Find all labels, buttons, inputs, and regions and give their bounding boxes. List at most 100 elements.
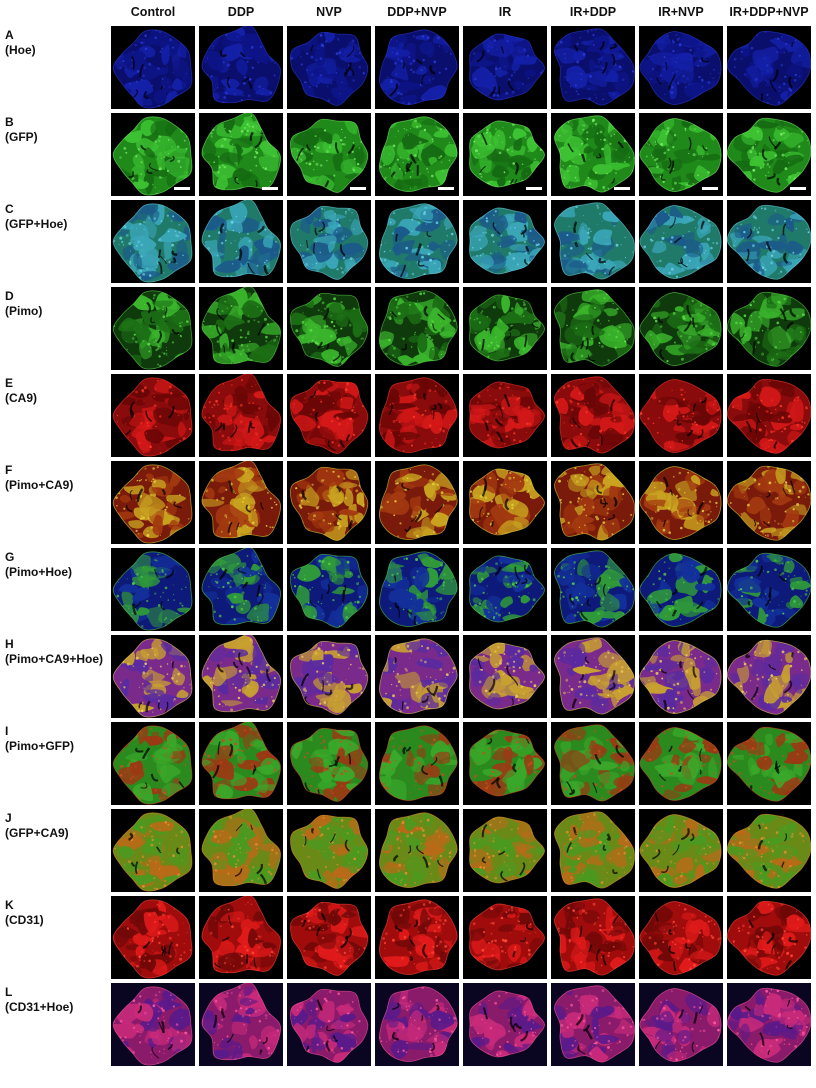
micrograph-panel (551, 809, 635, 892)
micrograph-panel (727, 200, 811, 283)
row-letter: A (5, 28, 14, 42)
micrograph-panel (639, 983, 723, 1066)
column-header: IR+NVP (658, 5, 704, 19)
row-letter: C (5, 202, 14, 216)
row-letter: J (5, 811, 12, 825)
micrograph-panel (639, 809, 723, 892)
micrograph-panel (199, 287, 283, 370)
micrograph-panel (111, 26, 195, 109)
micrograph-panel (551, 287, 635, 370)
micrograph-panel (727, 722, 811, 805)
micrograph-panel (199, 548, 283, 631)
micrograph-panel (287, 722, 371, 805)
micrograph-panel (639, 896, 723, 979)
micrograph-panel (639, 26, 723, 109)
micrograph-panel (463, 200, 547, 283)
micrograph-panel (199, 461, 283, 544)
column-header: DDP (227, 5, 255, 19)
micrograph-panel (639, 635, 723, 718)
micrograph-panel (287, 26, 371, 109)
micrograph-panel (111, 548, 195, 631)
micrograph-panel (463, 374, 547, 457)
micrograph-panel (199, 722, 283, 805)
micrograph-panel (727, 809, 811, 892)
row-label: E (CA9) (5, 376, 37, 406)
micrograph-panel (551, 374, 635, 457)
row-label: L (CD31+Hoe) (5, 985, 73, 1015)
micrograph-panel (375, 983, 459, 1066)
micrograph-panel (199, 26, 283, 109)
column-header: IR+DDP+NVP (729, 5, 809, 19)
row-label: C (GFP+Hoe) (5, 202, 67, 232)
micrograph-panel (199, 809, 283, 892)
micrograph-panel (551, 896, 635, 979)
scale-bar (702, 187, 718, 190)
micrograph-panel (463, 113, 547, 196)
micrograph-panel (375, 287, 459, 370)
micrograph-panel (375, 896, 459, 979)
row-stain: (CA9) (5, 391, 37, 405)
row-letter: B (5, 115, 14, 129)
micrograph-panel (375, 548, 459, 631)
row-stain: (Pimo+CA9) (5, 478, 74, 492)
micrograph-panel (463, 983, 547, 1066)
micrograph-panel (287, 461, 371, 544)
row-letter: I (5, 724, 9, 738)
micrograph-panel (375, 200, 459, 283)
micrograph-panel (111, 896, 195, 979)
row-label: G (Pimo+Hoe) (5, 550, 72, 580)
column-header: IR+DDP (569, 5, 617, 19)
row-stain: (Pimo+GFP) (5, 739, 75, 753)
micrograph-panel (111, 461, 195, 544)
micrograph-panel (463, 26, 547, 109)
micrograph-panel (551, 200, 635, 283)
micrograph-panel (463, 722, 547, 805)
micrograph-panel (727, 287, 811, 370)
row-label: H (Pimo+CA9+Hoe) (5, 637, 103, 667)
scale-bar (790, 187, 806, 190)
micrograph-panel (375, 722, 459, 805)
micrograph-panel (463, 809, 547, 892)
micrograph-panel (375, 113, 459, 196)
micrograph-panel (199, 896, 283, 979)
micrograph-panel (463, 548, 547, 631)
micrograph-panel (375, 26, 459, 109)
micrograph-panel (727, 26, 811, 109)
micrograph-panel (463, 635, 547, 718)
micrograph-panel (639, 200, 723, 283)
row-stain: (CD31) (5, 913, 44, 927)
micrograph-panel (375, 461, 459, 544)
row-letter: G (5, 550, 15, 564)
micrograph-panel (287, 548, 371, 631)
micrograph-panel (287, 983, 371, 1066)
micrograph-panel (727, 896, 811, 979)
micrograph-panel (199, 113, 283, 196)
micrograph-panel (551, 983, 635, 1066)
micrograph-panel (375, 635, 459, 718)
micrograph-panel (463, 896, 547, 979)
micrograph-panel (639, 374, 723, 457)
scale-bar (526, 187, 542, 190)
row-letter: H (5, 637, 14, 651)
scale-bar (262, 187, 278, 190)
micrograph-panel (375, 809, 459, 892)
row-label: D (Pimo) (5, 289, 42, 319)
row-stain: (GFP+CA9) (5, 826, 69, 840)
row-letter: E (5, 376, 14, 390)
scale-bar (614, 187, 630, 190)
micrograph-panel (639, 287, 723, 370)
row-stain: (Hoe) (5, 43, 36, 57)
micrograph-panel (463, 461, 547, 544)
micrograph-panel (111, 200, 195, 283)
micrograph-panel (287, 635, 371, 718)
row-stain: (CD31+Hoe) (5, 1000, 74, 1014)
micrograph-panel (287, 809, 371, 892)
row-stain: (Pimo) (5, 304, 43, 318)
micrograph-panel (727, 374, 811, 457)
row-label: J (GFP+CA9) (5, 811, 69, 841)
row-letter: K (5, 898, 14, 912)
row-letter: L (5, 985, 13, 999)
row-stain: (GFP) (5, 130, 38, 144)
micrograph-panel (727, 983, 811, 1066)
